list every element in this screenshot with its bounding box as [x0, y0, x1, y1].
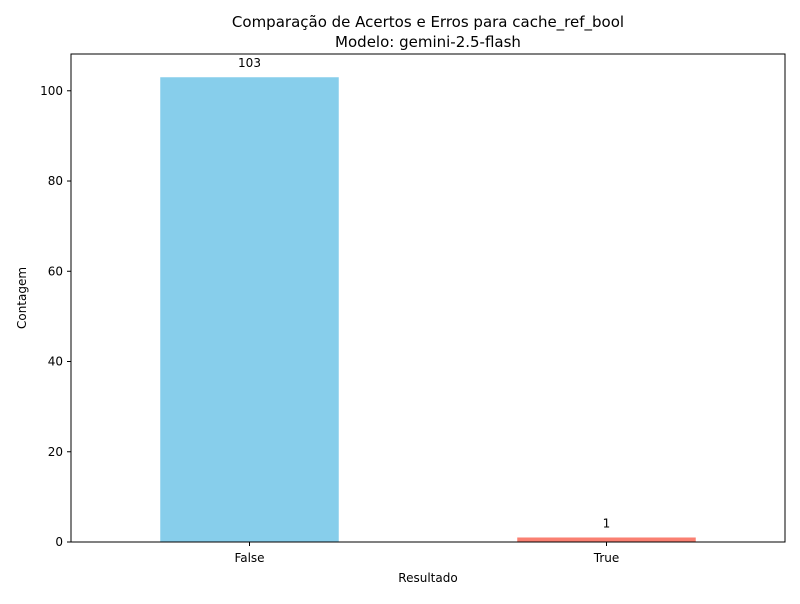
y-tick-label: 0 — [55, 535, 63, 549]
bars-layer — [160, 77, 696, 542]
chart-title-line-1: Comparação de Acertos e Erros para cache… — [232, 13, 624, 32]
data-label-false: 103 — [238, 56, 261, 70]
data-labels-layer: 103 1 — [238, 56, 610, 530]
y-tick-label: 20 — [48, 445, 63, 459]
y-axis-label: Contagem — [15, 267, 29, 329]
chart-title-line-2: Modelo: gemini-2.5-flash — [335, 33, 521, 51]
plot-frame — [70, 53, 786, 543]
y-tick-label: 60 — [48, 264, 63, 278]
x-tick-label: False — [234, 551, 264, 565]
y-tick-label: 40 — [48, 355, 63, 369]
y-tick-label: 80 — [48, 174, 63, 188]
y-tick-label: 100 — [40, 84, 63, 98]
x-axis-ticks: False True — [234, 542, 619, 565]
data-label-true: 1 — [603, 516, 611, 530]
x-axis-label: Resultado — [398, 571, 457, 585]
bar-true — [517, 537, 696, 542]
x-tick-label: True — [593, 551, 620, 565]
y-axis-ticks: 0 20 40 60 80 100 — [40, 84, 71, 549]
bar-false — [160, 77, 339, 542]
